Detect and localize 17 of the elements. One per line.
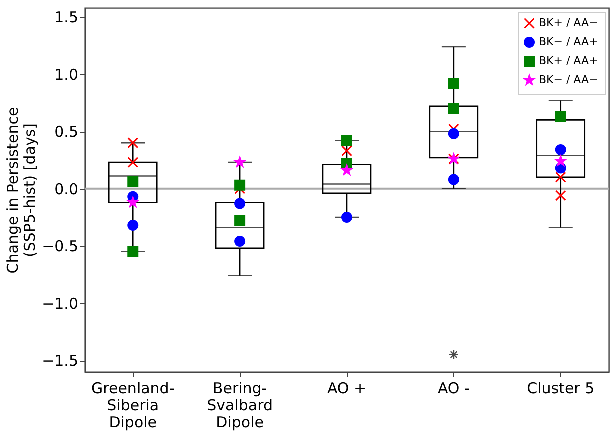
x-tick-label: AO + — [327, 380, 367, 398]
legend-label: BK− / AA− — [539, 74, 598, 86]
y-tick-label: 0.5 — [54, 123, 78, 142]
y-tick-label: 1.0 — [54, 66, 78, 84]
x-tick-label: Bering- Svalbard Dipole — [207, 380, 274, 432]
x-tick-label: Greenland- Siberia Dipole — [92, 380, 175, 432]
legend-label: BK+ / AA− — [539, 16, 598, 30]
y-tick-label: −1.0 — [42, 294, 78, 313]
y-axis-title: Change in Persistence (SSP5-hist) [days] — [4, 107, 40, 274]
x-tick-label: AO - — [438, 380, 470, 398]
y-tick-label: −0.5 — [42, 238, 78, 256]
y-tick-label: 0.0 — [54, 180, 78, 198]
y-tick-label: 1.5 — [54, 8, 78, 27]
legend-label: BK+ / AA+ — [539, 54, 598, 68]
legend-label: BK− / AA+ — [539, 36, 598, 48]
x-tick-label: Cluster 5 — [527, 380, 595, 398]
y-tick-label: −1.5 — [42, 352, 78, 370]
